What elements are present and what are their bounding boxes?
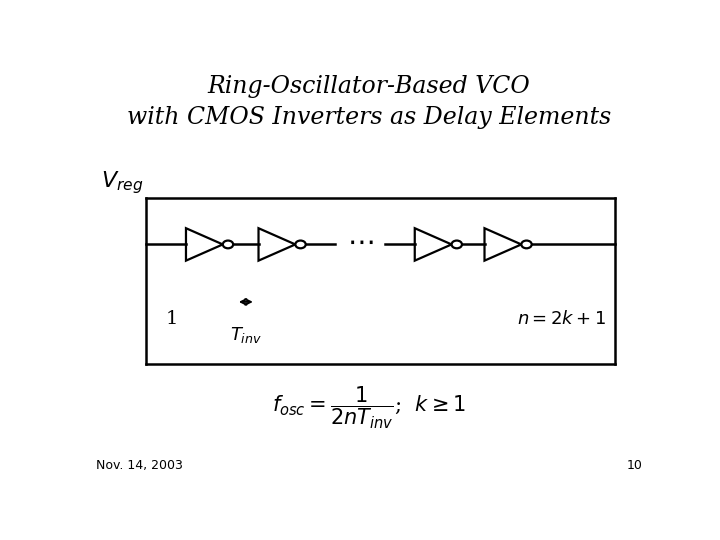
Text: Nov. 14, 2003: Nov. 14, 2003 xyxy=(96,460,182,472)
Text: $V_{reg}$: $V_{reg}$ xyxy=(101,169,143,196)
Text: $n = 2k+1$: $n = 2k+1$ xyxy=(517,309,606,328)
Text: with CMOS Inverters as Delay Elements: with CMOS Inverters as Delay Elements xyxy=(127,106,611,130)
Circle shape xyxy=(451,240,462,248)
Circle shape xyxy=(521,240,531,248)
Text: 1: 1 xyxy=(166,309,178,328)
Text: $\cdots$: $\cdots$ xyxy=(347,228,374,256)
Text: Ring-Oscillator-Based VCO: Ring-Oscillator-Based VCO xyxy=(207,75,531,98)
Circle shape xyxy=(222,240,233,248)
Text: $T_{inv}$: $T_{inv}$ xyxy=(230,325,262,345)
Text: 10: 10 xyxy=(626,460,642,472)
Text: $f_{osc} = \dfrac{1}{2nT_{inv}}$;  $k \geq 1$: $f_{osc} = \dfrac{1}{2nT_{inv}}$; $k \ge… xyxy=(272,385,466,431)
Circle shape xyxy=(295,240,306,248)
